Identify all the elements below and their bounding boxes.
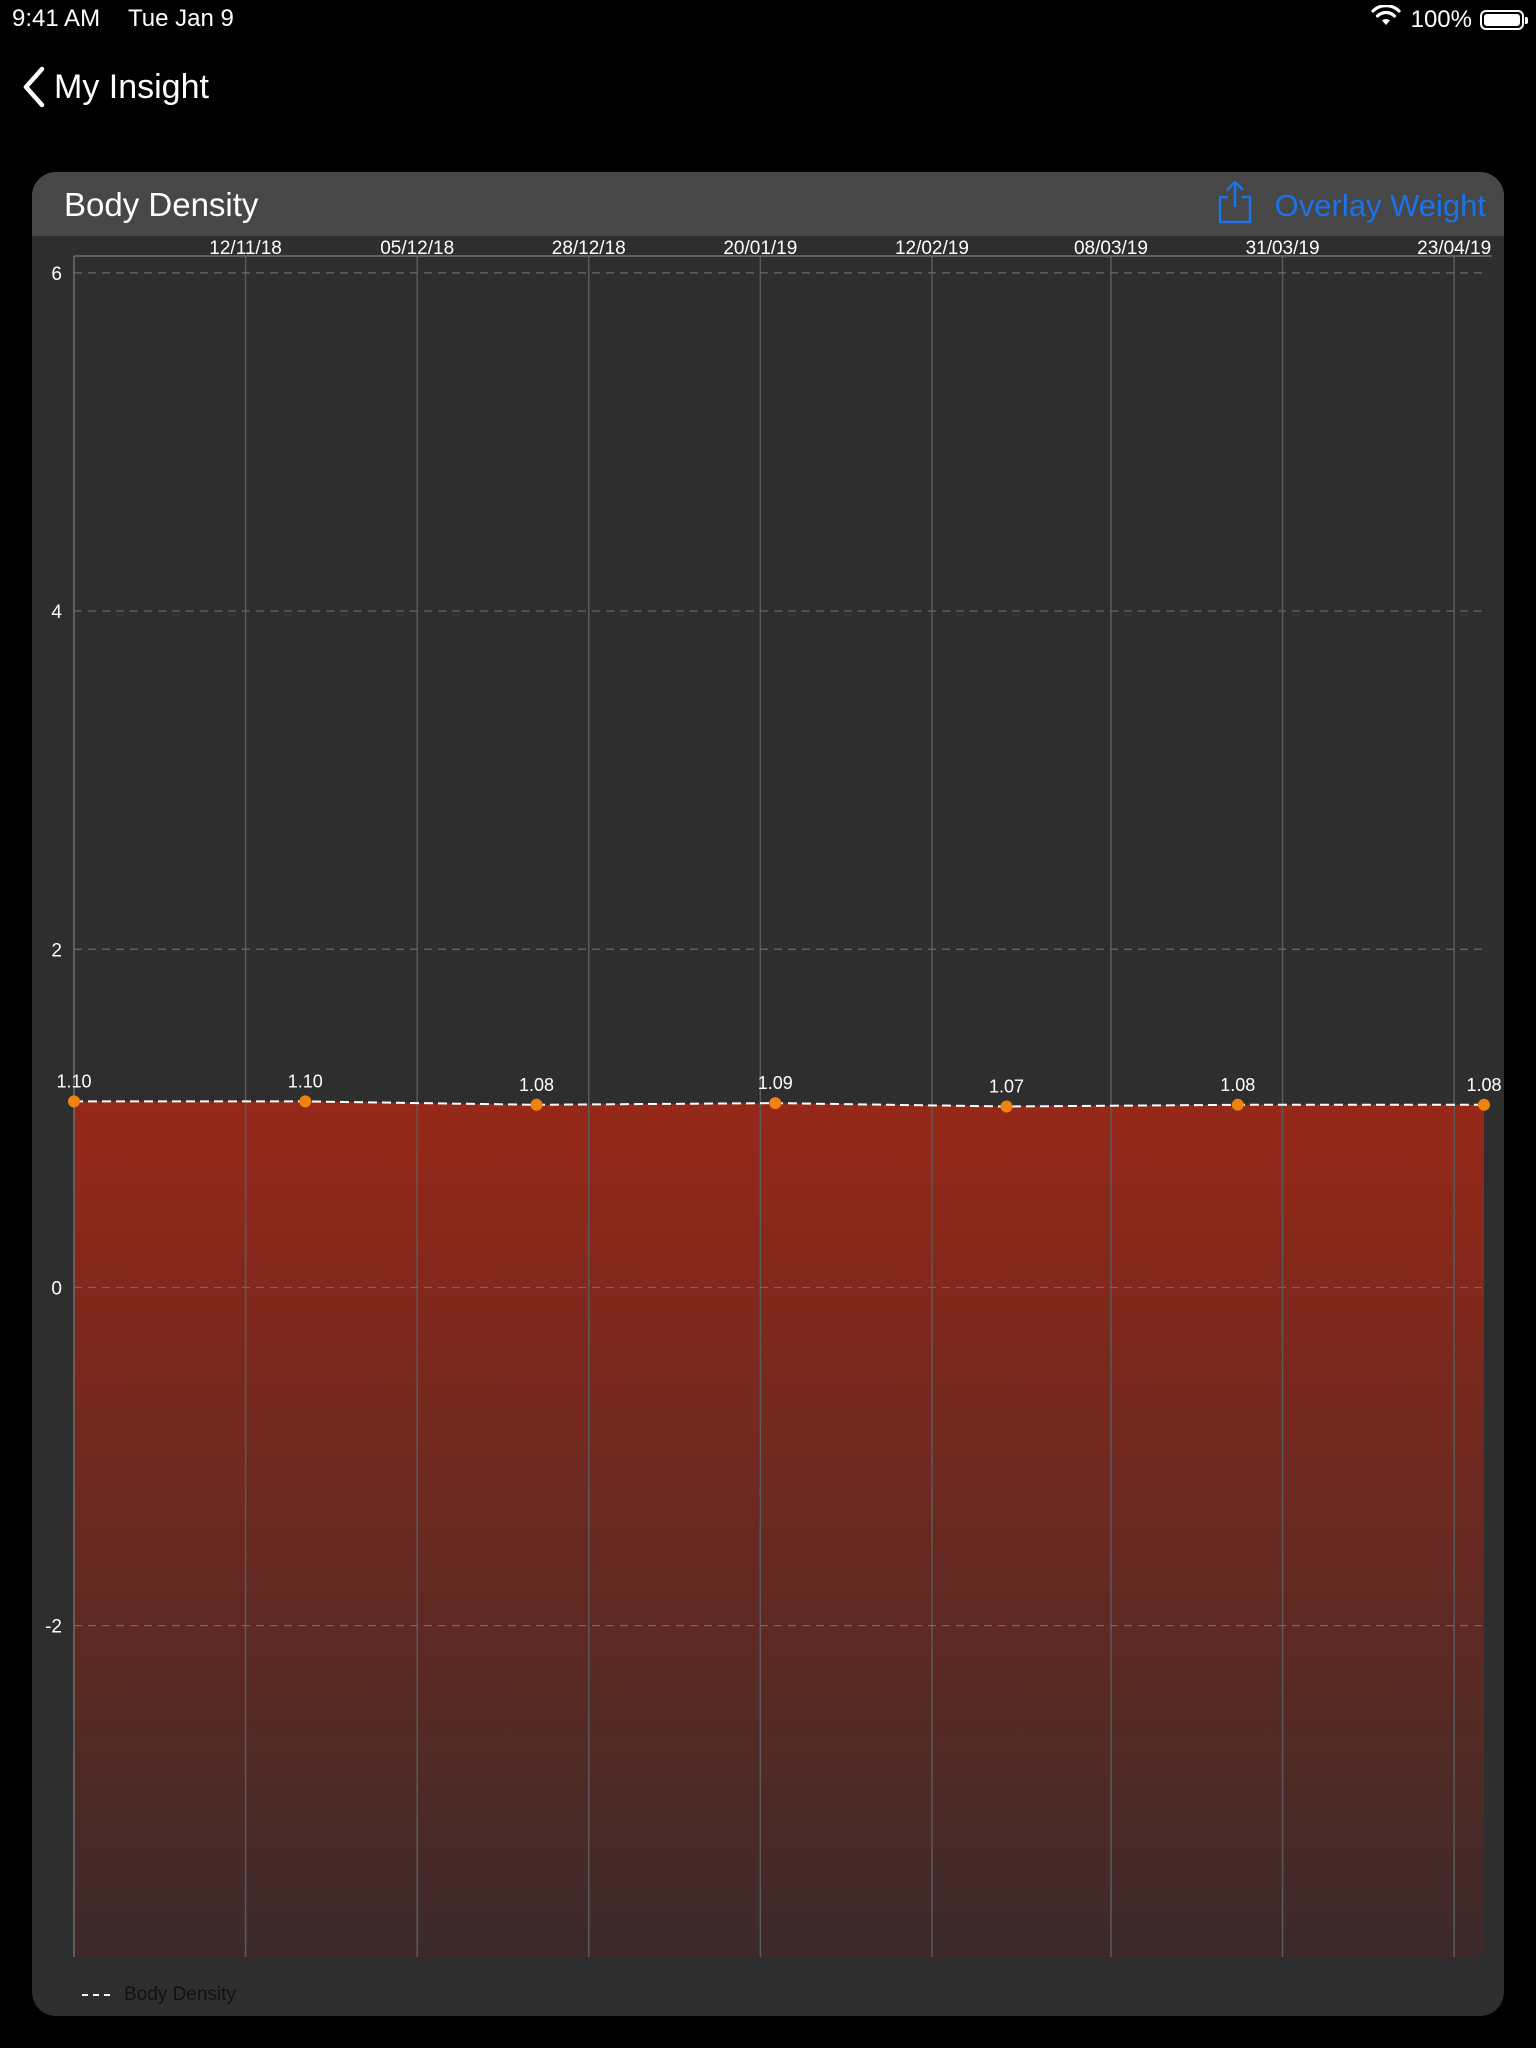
y-tick-label: 4	[51, 602, 62, 623]
data-label: 1.09	[758, 1073, 793, 1093]
battery-icon	[1480, 9, 1528, 30]
x-tick-label: 23/04/19	[1417, 238, 1491, 259]
y-tick-label: -2	[45, 1617, 62, 1638]
status-time: 9:41 AM	[12, 5, 101, 32]
chart-legend: Body Density	[82, 1984, 236, 2006]
share-icon	[1218, 180, 1252, 224]
x-tick-label: 28/12/18	[552, 238, 626, 259]
chart-title: Body Density	[64, 186, 259, 223]
wifi-icon	[1371, 4, 1401, 34]
x-tick-label: 05/12/18	[380, 238, 454, 259]
status-bar: 9:41 AM Tue Jan 9 100%	[0, 0, 1536, 40]
y-tick-label: 0	[51, 1278, 62, 1299]
back-button[interactable]: My Insight	[22, 66, 209, 108]
body-density-chart: 1.10 1.10 1.08 1.09 1.07 1.08 1.08 12/11/18 05/…	[45, 238, 1502, 1957]
status-date: Tue Jan 9	[128, 5, 234, 32]
x-tick-label: 08/03/19	[1074, 238, 1148, 259]
chart-card: Body Density Overlay Weight 1.10 1.10 1.08…	[32, 172, 1504, 2016]
data-label: 1.10	[56, 1071, 91, 1091]
chevron-left-icon	[23, 66, 45, 108]
back-button-label: My Insight	[54, 67, 209, 106]
status-indicators: 100%	[1371, 4, 1528, 34]
data-point	[1478, 1098, 1490, 1111]
chart-area-fill	[74, 1101, 1484, 1957]
data-point	[68, 1095, 80, 1108]
share-button[interactable]	[1204, 172, 1266, 232]
data-label: 1.08	[1220, 1075, 1255, 1095]
data-point	[299, 1095, 312, 1108]
data-point	[1000, 1100, 1013, 1113]
data-label: 1.08	[1466, 1075, 1501, 1095]
data-label: 1.07	[989, 1077, 1024, 1097]
data-point	[769, 1097, 782, 1110]
legend-swatch	[82, 1994, 110, 1996]
data-point	[530, 1098, 543, 1111]
data-label: 1.10	[288, 1071, 323, 1091]
battery-percentage: 100%	[1410, 5, 1472, 33]
data-point	[1231, 1098, 1244, 1111]
x-tick-label: 20/01/19	[723, 238, 797, 259]
y-tick-label: 6	[51, 264, 62, 285]
legend-label: Body Density	[124, 1984, 236, 2005]
overlay-weight-button[interactable]: Overlay Weight	[1274, 188, 1486, 223]
x-tick-label: 31/03/19	[1246, 238, 1320, 259]
y-tick-label: 2	[51, 940, 62, 961]
card-header: Body Density Overlay Weight	[32, 172, 1504, 236]
x-tick-label: 12/02/19	[895, 238, 969, 259]
data-label: 1.08	[519, 1075, 554, 1095]
x-tick-label: 12/11/18	[209, 238, 282, 259]
